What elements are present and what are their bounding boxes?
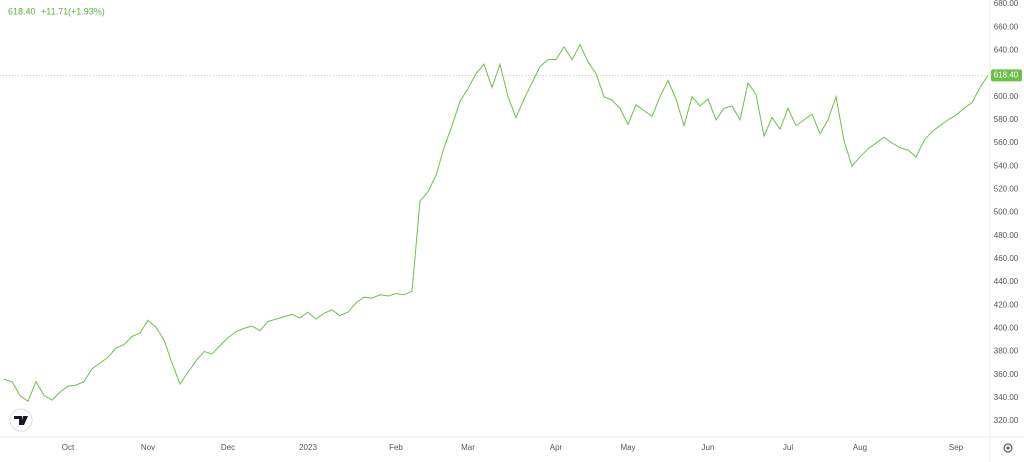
x-tick-label: Jul: [783, 443, 793, 452]
y-tick-label: 360.00: [994, 370, 1019, 379]
y-tick-label: 580.00: [994, 115, 1019, 124]
price-line: [3, 43, 989, 403]
y-tick-label: 460.00: [994, 254, 1019, 263]
y-tick-label: 380.00: [994, 347, 1019, 356]
x-tick-label: Dec: [221, 443, 235, 452]
x-tick-label: Apr: [550, 443, 563, 452]
y-tick-label: 640.00: [994, 45, 1019, 54]
logo[interactable]: [9, 408, 33, 432]
x-tick-label: 2023: [299, 443, 317, 452]
y-tick-label: 600.00: [994, 92, 1019, 101]
x-tick-label: Nov: [141, 443, 155, 452]
header-change-pct: (+1.93%): [68, 6, 105, 16]
x-tick-label: Sep: [949, 443, 964, 452]
x-tick-label: Feb: [389, 443, 403, 452]
y-tick-label: 480.00: [994, 231, 1019, 240]
y-tick-label: 400.00: [994, 323, 1019, 332]
header-price: 618.40: [8, 6, 36, 16]
x-tick-label: Oct: [62, 443, 75, 452]
y-tick-label: 340.00: [994, 393, 1019, 402]
last-price-tag: [991, 69, 1022, 82]
y-tick-label: 440.00: [994, 277, 1019, 286]
y-tick-label: 520.00: [994, 184, 1019, 193]
y-tick-label: 540.00: [994, 161, 1019, 170]
y-tick-label: 680.00: [994, 0, 1019, 8]
y-tick-label: 500.00: [994, 208, 1019, 217]
settings-button[interactable]: [1003, 443, 1013, 453]
y-tick-label: 320.00: [994, 416, 1019, 425]
y-tick-label: 420.00: [994, 300, 1019, 309]
x-tick-label: Mar: [461, 443, 475, 452]
x-tick-label: May: [620, 443, 635, 452]
x-tick-label: Aug: [853, 443, 867, 452]
header-change: +11.71: [41, 6, 68, 16]
last-price-label: 618.40: [994, 71, 1019, 80]
y-tick-label: 660.00: [994, 22, 1019, 31]
y-tick-label: 560.00: [994, 138, 1019, 147]
x-tick-label: Jun: [702, 443, 715, 452]
